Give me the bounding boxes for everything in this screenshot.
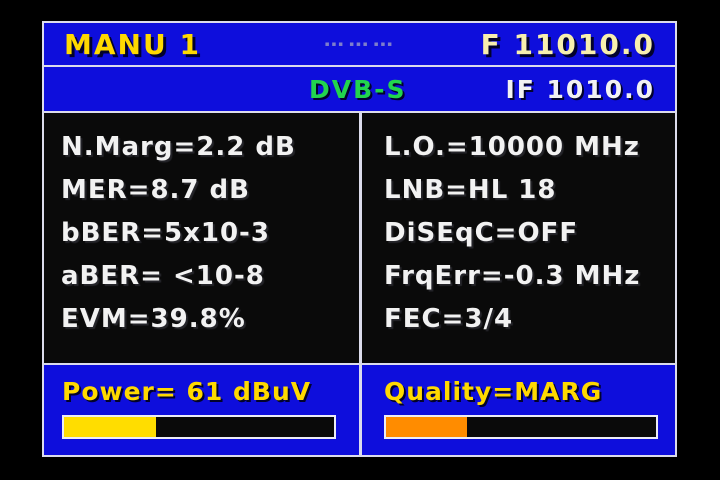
meter-screen: MANU 1 ▪▪▪ ▪▪▪ ▪▪▪ F 11010.0 DVB-S IF 10… [42,21,677,457]
status-indicator-marks: ▪▪▪ ▪▪▪ ▪▪▪ [324,40,395,48]
power-meter-fill [64,417,156,437]
frequency-readout: F 11010.0 [480,27,655,61]
quality-meter-panel: Quality=MARG [362,365,675,455]
power-meter-bar [62,415,336,439]
reading-lnb: LNB=HL 18 [384,174,557,205]
if-frequency-readout: IF 1010.0 [505,74,655,104]
reading-bber: bBER=5x10-3 [61,217,270,248]
reading-lo-frequency: L.O.=10000 MHz [384,131,640,162]
reading-diseqc: DiSEqC=OFF [384,217,579,248]
power-meter-label: Power= 61 dBuV [62,377,312,406]
measurements-area: N.Marg=2.2 dB MER=8.7 dB bBER=5x10-3 aBE… [44,113,675,363]
reading-frequency-error: FrqErr=-0.3 MHz [384,260,641,291]
reading-aber: aBER= <10-8 [61,260,265,291]
measurements-column-left: N.Marg=2.2 dB MER=8.7 dB bBER=5x10-3 aBE… [44,113,359,363]
meters-bar: Power= 61 dBuV Quality=MARG [44,363,675,455]
header-bar: MANU 1 ▪▪▪ ▪▪▪ ▪▪▪ F 11010.0 [44,23,675,67]
subheader-bar: DVB-S IF 1010.0 [44,67,675,113]
reading-noise-margin: N.Marg=2.2 dB [61,131,296,162]
reading-fec: FEC=3/4 [384,303,514,334]
meters-divider [359,365,362,455]
column-divider [359,113,362,363]
measurements-column-right: L.O.=10000 MHz LNB=HL 18 DiSEqC=OFF FrqE… [362,113,675,363]
memory-preset-label: MANU 1 [64,27,201,61]
signal-standard-label: DVB-S [309,74,407,104]
quality-meter-fill [386,417,467,437]
quality-meter-label: Quality=MARG [384,377,603,406]
power-meter-panel: Power= 61 dBuV [44,365,359,455]
quality-meter-bar [384,415,658,439]
reading-evm: EVM=39.8% [61,303,246,334]
reading-mer: MER=8.7 dB [61,174,250,205]
